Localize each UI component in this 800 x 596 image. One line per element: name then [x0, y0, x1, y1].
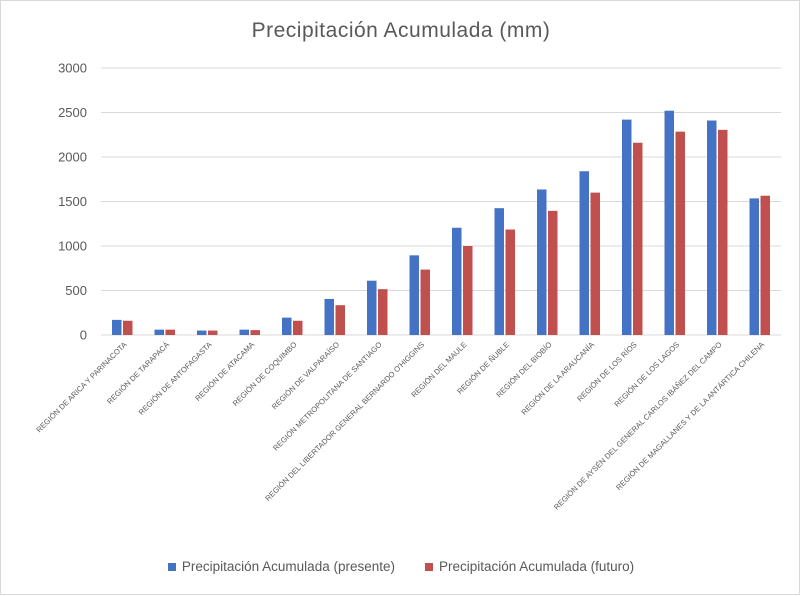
bar-presente [749, 198, 759, 335]
legend-label-presente: Precipitación Acumulada (presente) [181, 559, 395, 574]
bar-futuro [335, 305, 345, 335]
bar-futuro [633, 142, 643, 335]
bar-presente [154, 329, 164, 335]
bar-presente [324, 298, 334, 335]
x-tick-label: REGIÓN DE ARICA Y PARINACOTA [34, 339, 129, 434]
y-tick-label: 3000 [58, 61, 87, 76]
bar-futuro [165, 329, 175, 335]
bar-futuro [718, 129, 728, 335]
bar-futuro [293, 320, 303, 335]
bar-futuro [675, 131, 685, 335]
legend-swatch-presente [167, 562, 176, 571]
bar-presente [409, 255, 419, 335]
x-tick-label: REGIÓN DE AYSÉN DEL GENERAL CARLOS IBÁÑE… [552, 340, 724, 512]
bar-presente [707, 120, 717, 335]
x-tick-label: REGIÓN DEL LIBERTADOR GENERAL BERNARDO O… [263, 340, 426, 503]
bar-presente [367, 280, 377, 335]
y-tick-label: 1500 [58, 194, 87, 209]
chart-title: Precipitación Acumulada (mm) [251, 19, 551, 42]
bar-presente [239, 329, 249, 335]
y-tick-label: 500 [65, 283, 87, 298]
bar-presente [664, 110, 674, 335]
x-tick-label: REGIÓN DE LA ARAUCANÍA [519, 339, 596, 416]
legend-item-presente: Precipitación Acumulada (presente) [167, 559, 395, 574]
bar-presente [537, 189, 547, 335]
bar-presente [579, 171, 589, 335]
y-axis: 0 500 1000 1500 2000 2500 3000 [58, 61, 87, 343]
legend: Precipitación Acumulada (presente) Preci… [1, 559, 800, 574]
legend-item-futuro: Precipitación Acumulada (futuro) [425, 559, 634, 574]
bar-futuro [123, 320, 133, 335]
y-tick-label: 1000 [58, 239, 87, 254]
y-tick-label: 2000 [58, 150, 87, 165]
legend-swatch-futuro [425, 562, 433, 571]
x-tick-label: REGIÓN DE ANTOFAGASTA [137, 339, 215, 417]
y-tick-label: 2500 [58, 105, 87, 120]
x-tick-label: REGIÓN DE MAGALLANES Y DE LA ANTÁRTICA C… [614, 339, 767, 492]
y-tick-label: 0 [80, 328, 87, 343]
bar-futuro [378, 289, 388, 335]
bar-presente [112, 319, 122, 335]
bar-presente [282, 317, 292, 335]
bar-futuro [590, 192, 600, 335]
bar-futuro [548, 210, 558, 335]
bar-presente [197, 330, 207, 335]
bar-presente [622, 119, 632, 336]
bar-futuro [208, 330, 218, 335]
bar-futuro [463, 246, 473, 335]
bar-futuro [505, 229, 515, 335]
bar-presente [452, 227, 462, 335]
legend-label-futuro: Precipitación Acumulada (futuro) [439, 559, 635, 574]
bar-futuro [420, 269, 430, 335]
bar-futuro [760, 195, 770, 335]
bars [112, 110, 770, 336]
bar-presente [494, 208, 504, 335]
bar-futuro [250, 330, 260, 335]
